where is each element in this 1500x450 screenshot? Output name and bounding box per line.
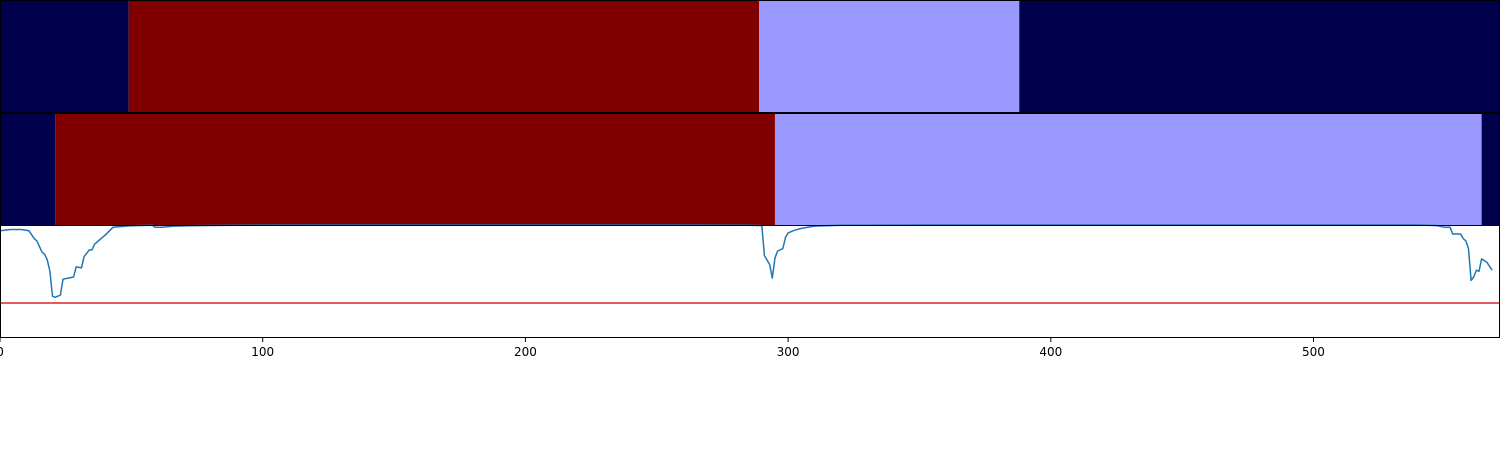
heatmap-segment-0-1 — [128, 0, 760, 112]
heatmap-segment-0-0 — [0, 0, 129, 112]
heatmap-segment-1-1 — [55, 113, 775, 225]
x-tick-label-0: 0 — [0, 345, 4, 359]
heatmap-segment-1-2 — [774, 113, 1482, 225]
heatmap-segment-1-0 — [0, 113, 56, 225]
x-tick-label-300: 300 — [777, 345, 800, 359]
x-tick-label-200: 200 — [514, 345, 537, 359]
x-tick-label-500: 500 — [1302, 345, 1325, 359]
x-tick-label-100: 100 — [251, 345, 274, 359]
x-axis: 0 100 200 300 400 500 — [0, 338, 1325, 359]
heatmap-panel-middle — [0, 113, 1500, 225]
heatmap-segment-0-2 — [759, 0, 1020, 112]
x-tick-label-400: 400 — [1039, 345, 1062, 359]
heatmap-segment-1-3 — [1481, 113, 1500, 225]
heatmap-segment-0-3 — [1019, 0, 1500, 112]
heatmap-panel-top — [0, 0, 1500, 112]
